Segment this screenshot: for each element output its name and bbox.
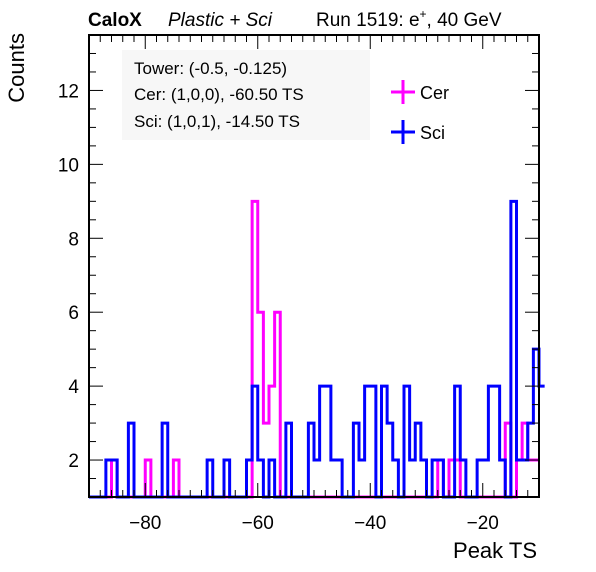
annotation-line-tower: Tower: (-0.5, -0.125) [134,59,287,78]
series-sci-histogram [89,199,545,499]
x-axis-label: Peak TS [453,538,537,563]
chart-title-brand: CaloX [88,10,142,31]
plot-layer: −80 −60 −40 −20 2 4 6 8 10 12 [58,34,545,534]
annotation-line-sci: Sci: (1,0,1), -14.50 TS [134,112,300,131]
y-axis-label: Counts [4,33,29,103]
legend: Cer Sci [391,80,449,144]
y-tick-label: 6 [68,303,79,324]
x-tick-label: −80 [129,513,161,534]
legend-cer-label: Cer [420,83,449,103]
x-tick-label: −60 [242,513,274,534]
y-tick-label: 2 [68,451,79,472]
x-tick-label: −40 [354,513,386,534]
annotation-box [122,50,370,140]
chart-title-run: Run 1519: e+, 40 GeV [316,7,502,31]
annotation-line-cer: Cer: (1,0,0), -60.50 TS [134,85,304,104]
y-tick-label: 4 [68,377,79,398]
chart-title-run-suffix: , 40 GeV [427,10,502,31]
y-tick-label: 8 [68,229,79,250]
legend-sci-label: Sci [420,123,445,143]
chart-title-run-sup: + [420,7,427,21]
chart-title-run-prefix: Run 1519: e [316,10,420,31]
y-tick-label: 10 [58,155,79,176]
x-tick-label: −20 [467,513,499,534]
chart-title-detector: Plastic + Sci [168,10,273,31]
y-tick-label: 12 [58,81,79,102]
